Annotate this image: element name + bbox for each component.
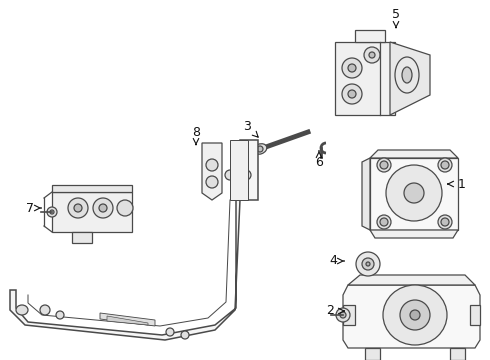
Ellipse shape — [402, 67, 412, 83]
Polygon shape — [52, 185, 132, 192]
Polygon shape — [230, 140, 248, 200]
Ellipse shape — [50, 210, 54, 214]
Polygon shape — [362, 158, 370, 230]
Ellipse shape — [166, 328, 174, 336]
Ellipse shape — [380, 161, 388, 169]
Polygon shape — [355, 30, 385, 42]
Ellipse shape — [369, 52, 375, 58]
Ellipse shape — [400, 300, 430, 330]
Polygon shape — [343, 285, 480, 348]
Text: 3: 3 — [243, 120, 251, 132]
Polygon shape — [450, 348, 465, 360]
Ellipse shape — [377, 158, 391, 172]
Ellipse shape — [366, 262, 370, 266]
Ellipse shape — [117, 200, 133, 216]
Ellipse shape — [377, 215, 391, 229]
Polygon shape — [370, 150, 458, 158]
Ellipse shape — [441, 161, 449, 169]
Polygon shape — [335, 42, 395, 115]
Ellipse shape — [241, 170, 251, 180]
Ellipse shape — [68, 198, 88, 218]
Text: 8: 8 — [192, 126, 200, 139]
Text: 1: 1 — [458, 177, 466, 190]
Polygon shape — [348, 275, 475, 285]
Ellipse shape — [383, 285, 447, 345]
Ellipse shape — [56, 311, 64, 319]
Polygon shape — [343, 305, 355, 325]
Ellipse shape — [47, 207, 57, 217]
Polygon shape — [72, 232, 92, 243]
Ellipse shape — [362, 258, 374, 270]
Polygon shape — [470, 305, 480, 325]
Polygon shape — [370, 230, 458, 238]
Ellipse shape — [206, 159, 218, 171]
Ellipse shape — [93, 198, 113, 218]
Polygon shape — [10, 140, 258, 340]
Ellipse shape — [348, 90, 356, 98]
Ellipse shape — [395, 57, 419, 93]
Ellipse shape — [181, 331, 189, 339]
Ellipse shape — [74, 204, 82, 212]
Text: 7: 7 — [26, 202, 34, 215]
Polygon shape — [202, 143, 222, 200]
Text: 6: 6 — [315, 156, 323, 168]
Text: 5: 5 — [392, 9, 400, 22]
Polygon shape — [390, 42, 430, 115]
Ellipse shape — [441, 218, 449, 226]
Ellipse shape — [348, 64, 356, 72]
Ellipse shape — [342, 84, 362, 104]
Polygon shape — [107, 316, 148, 325]
Text: 4: 4 — [329, 255, 337, 267]
Ellipse shape — [342, 58, 362, 78]
Ellipse shape — [404, 183, 424, 203]
Polygon shape — [52, 192, 132, 232]
Ellipse shape — [380, 218, 388, 226]
Ellipse shape — [253, 144, 267, 154]
Ellipse shape — [386, 165, 442, 221]
Ellipse shape — [340, 312, 346, 318]
Ellipse shape — [410, 310, 420, 320]
Polygon shape — [370, 158, 458, 230]
Polygon shape — [365, 348, 380, 360]
Ellipse shape — [257, 146, 263, 152]
Ellipse shape — [206, 176, 218, 188]
Ellipse shape — [225, 170, 235, 180]
Ellipse shape — [16, 305, 28, 315]
Ellipse shape — [364, 47, 380, 63]
Text: 2: 2 — [326, 305, 334, 318]
Polygon shape — [100, 313, 155, 326]
Ellipse shape — [356, 252, 380, 276]
Ellipse shape — [336, 308, 350, 322]
Ellipse shape — [438, 215, 452, 229]
Ellipse shape — [438, 158, 452, 172]
Ellipse shape — [99, 204, 107, 212]
Ellipse shape — [40, 305, 50, 315]
